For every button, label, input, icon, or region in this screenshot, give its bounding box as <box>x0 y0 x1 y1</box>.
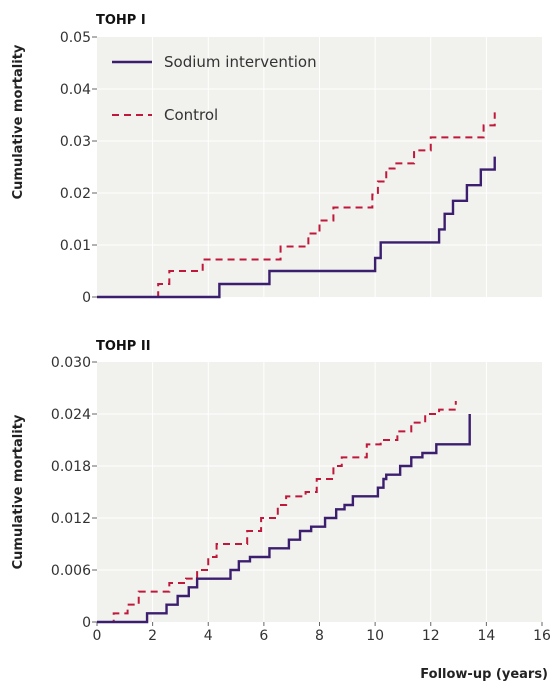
y-tick-label-tohp-i: 0.01 <box>60 238 91 254</box>
y-tick-label-tohp-i: 0 <box>82 290 91 306</box>
x-tick-label-tohp-ii: 8 <box>315 628 324 644</box>
series-line-sodium-intervention-tohp-i <box>97 156 496 299</box>
y-axis-label-tohp-i: Cumulative mortality <box>11 44 26 199</box>
panel-tohp-ii: TOHP II Cumulative mortality 0 0.006 0.012… <box>11 339 551 644</box>
x-tick-label-tohp-ii: 10 <box>366 628 384 644</box>
panel-title-tohp-ii: TOHP II <box>96 339 151 354</box>
y-tick-label-tohp-i: 0.02 <box>60 186 91 202</box>
series-line-control-tohp-i <box>97 112 496 298</box>
y-tick-label-tohp-ii: 0.012 <box>51 511 91 527</box>
y-tick-label-tohp-ii: 0.030 <box>51 355 91 371</box>
panel-title-tohp-i: TOHP I <box>96 13 146 28</box>
x-tick-label-tohp-ii: 2 <box>148 628 157 644</box>
y-tick-label-tohp-ii: 0.018 <box>51 459 91 475</box>
panel-tohp-i: TOHP I Cumulative mortality 0 0.01 0.02 0.0… <box>11 13 542 306</box>
plot-area-tohp-ii: 0 0.006 0.012 0.018 0.024 0.030 0 2 4 6 8 10 12 14 16 <box>51 355 551 644</box>
legend-label-control: Control <box>164 106 218 124</box>
plot-area-tohp-i: 0 0.01 0.02 0.03 0.04 0.05 <box>60 30 542 306</box>
x-tick-label-tohp-ii: 4 <box>204 628 213 644</box>
y-tick-label-tohp-ii: 0.024 <box>51 407 91 423</box>
x-tick-label-tohp-ii: 0 <box>93 628 102 644</box>
series-line-sodium-intervention-tohp-ii <box>97 414 471 624</box>
legend-tohp-i: Sodium intervention Control <box>112 53 317 124</box>
legend-label-sodium-intervention: Sodium intervention <box>164 53 317 71</box>
x-axis-label: Follow-up (years) <box>420 667 548 682</box>
y-axis-label-tohp-ii: Cumulative mortality <box>11 414 26 569</box>
x-tick-label-tohp-ii: 12 <box>422 628 440 644</box>
series-line-control-tohp-ii <box>97 401 457 623</box>
y-tick-label-tohp-ii: 0.006 <box>51 563 91 579</box>
y-tick-label-tohp-i: 0.04 <box>60 82 91 98</box>
y-tick-label-tohp-i: 0.03 <box>60 134 91 150</box>
x-tick-label-tohp-ii: 6 <box>259 628 268 644</box>
x-tick-label-tohp-ii: 14 <box>477 628 495 644</box>
y-tick-label-tohp-i: 0.05 <box>60 30 91 46</box>
x-tick-label-tohp-ii: 16 <box>533 628 551 644</box>
y-tick-label-tohp-ii: 0 <box>82 615 91 631</box>
